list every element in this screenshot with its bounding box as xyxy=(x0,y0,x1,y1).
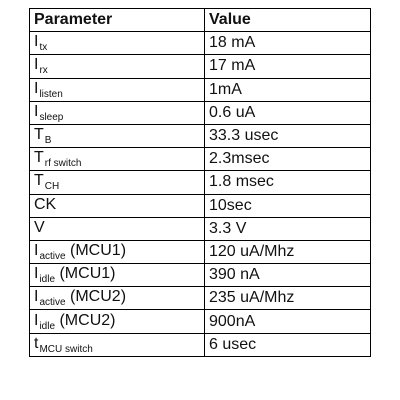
parameter-symbol: I xyxy=(34,288,39,306)
parameter-cell: Isleep xyxy=(29,100,205,125)
parameter-subscript: MCU switch xyxy=(39,343,93,355)
parameter-cell: Ilisten xyxy=(29,77,205,102)
parameter-symbol: I xyxy=(34,56,39,74)
value-cell: 235 uA/Mhz xyxy=(204,286,371,311)
parameter-subscript: listen xyxy=(39,88,63,100)
table-row: CK 10sec xyxy=(29,193,371,218)
value-cell: 120 uA/Mhz xyxy=(204,239,371,265)
parameter-suffix: (MCU2) xyxy=(55,311,116,329)
parameter-cell: V xyxy=(29,216,205,241)
parameter-symbol: T xyxy=(34,172,44,190)
table-row: tMCU switch 6 usec xyxy=(29,332,371,357)
table-row: Irx 17 mA xyxy=(29,54,371,79)
parameter-symbol: V xyxy=(34,218,45,236)
parameter-cell: Iactive (MCU2) xyxy=(29,286,205,311)
table-row: TB 33.3 usec xyxy=(29,123,371,149)
parameter-subscript: idle xyxy=(39,320,56,332)
parameter-cell: Iidle (MCU2) xyxy=(29,309,205,334)
parameter-symbol: t xyxy=(34,334,39,352)
value-cell: 17 mA xyxy=(204,54,371,79)
parameter-cell: Trf switch xyxy=(29,147,205,172)
parameter-table: Parameter Value Itx 18 mA Irx 17 mA Ilis… xyxy=(29,7,371,357)
table-row: Iactive (MCU2) 235 uA/Mhz xyxy=(29,286,371,311)
parameter-subscript: CH xyxy=(44,181,60,193)
table-row: TCH 1.8 msec xyxy=(29,170,371,195)
value-cell: 390 nA xyxy=(204,263,371,288)
parameter-subscript: sleep xyxy=(39,111,64,123)
header-value: Value xyxy=(204,7,371,33)
table-row: Iidle (MCU2) 900nA xyxy=(29,309,371,334)
parameter-subscript: rf switch xyxy=(44,158,82,170)
value-cell: 1mA xyxy=(204,77,371,102)
parameter-symbol: T xyxy=(34,149,44,167)
table-row: Trf switch 2.3msec xyxy=(29,147,371,172)
value-cell: 6 usec xyxy=(204,332,371,357)
value-cell: 900nA xyxy=(204,309,371,334)
value-cell: 10sec xyxy=(204,193,371,218)
parameter-cell: TB xyxy=(29,123,205,149)
value-cell: 3.3 V xyxy=(204,216,371,241)
value-cell: 33.3 usec xyxy=(204,123,371,149)
parameter-cell: Iidle (MCU1) xyxy=(29,263,205,288)
parameter-subscript: idle xyxy=(39,274,56,286)
parameter-suffix: (MCU1) xyxy=(55,265,116,283)
parameter-cell: Irx xyxy=(29,54,205,79)
parameter-subscript: tx xyxy=(39,42,48,54)
table-row: V 3.3 V xyxy=(29,216,371,241)
table-header-row: Parameter Value xyxy=(29,7,371,33)
header-parameter: Parameter xyxy=(29,7,205,33)
parameter-suffix: (MCU1) xyxy=(65,241,127,259)
parameter-subscript: active xyxy=(39,297,66,309)
parameter-suffix: (MCU2) xyxy=(65,288,127,306)
parameter-cell: CK xyxy=(29,193,205,218)
parameter-symbol: I xyxy=(34,102,39,120)
parameter-symbol: I xyxy=(34,265,39,283)
parameter-symbol: T xyxy=(34,126,44,144)
table-row: Isleep 0.6 uA xyxy=(29,100,371,125)
parameter-subscript: B xyxy=(44,135,52,147)
table-row: Iactive (MCU1) 120 uA/Mhz xyxy=(29,239,371,265)
parameter-symbol: I xyxy=(34,33,39,51)
value-cell: 2.3msec xyxy=(204,147,371,172)
parameter-symbol: CK xyxy=(34,195,57,213)
value-cell: 0.6 uA xyxy=(204,100,371,125)
parameter-cell: TCH xyxy=(29,170,205,195)
table-row: Iidle (MCU1) 390 nA xyxy=(29,263,371,288)
parameter-symbol: I xyxy=(34,311,39,329)
parameter-symbol: I xyxy=(34,79,39,97)
parameter-cell: tMCU switch xyxy=(29,332,205,357)
parameter-subscript: rx xyxy=(39,65,48,77)
parameter-symbol: I xyxy=(34,241,39,259)
table-row: Itx 18 mA xyxy=(29,31,371,56)
parameter-cell: Itx xyxy=(29,31,205,56)
table-row: Ilisten 1mA xyxy=(29,77,371,102)
parameter-subscript: active xyxy=(39,250,66,262)
value-cell: 18 mA xyxy=(204,31,371,56)
parameter-cell: Iactive (MCU1) xyxy=(29,239,205,265)
value-cell: 1.8 msec xyxy=(204,170,371,195)
